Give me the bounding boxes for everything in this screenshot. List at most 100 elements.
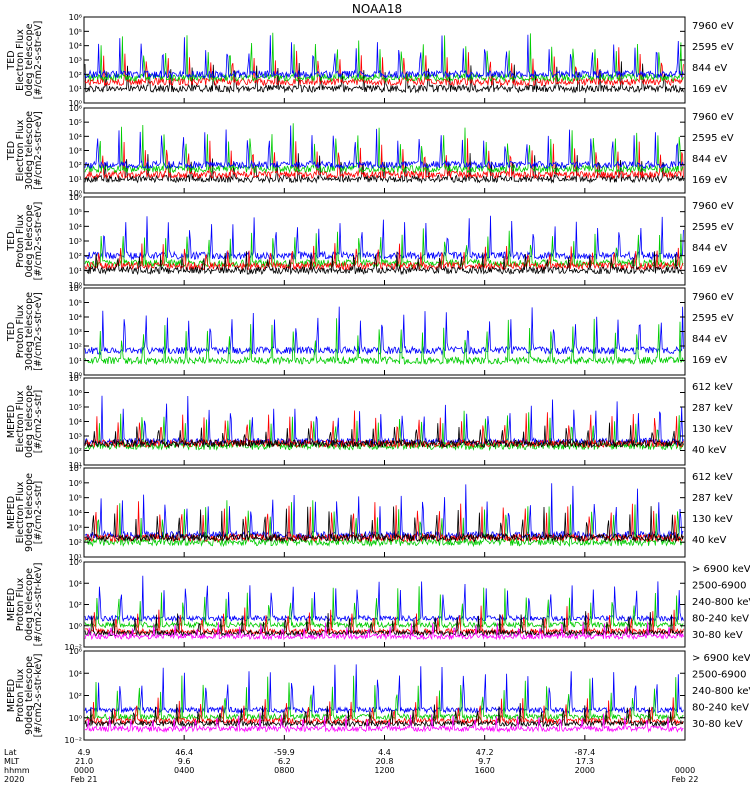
series-line-2595-ev: [84, 243, 684, 272]
legend-entry: 2595 eV: [692, 313, 734, 324]
legend-entry: 612 keV: [692, 382, 733, 393]
y-tick-label: 10²: [69, 692, 82, 701]
series-line-130-kev: [84, 410, 684, 452]
mlt-value: 17.3: [576, 757, 594, 766]
series-line-7960-ev: [85, 251, 684, 276]
y-axis-label: Electron Flux: [15, 481, 26, 543]
legend-entry: 80-240 keV: [692, 614, 749, 625]
y-tick-label: 10⁵: [69, 118, 82, 127]
hhmm-value: 0400: [174, 766, 194, 775]
y-tick-label: 10²: [69, 601, 82, 610]
legend-entry: 2595 eV: [692, 222, 734, 233]
axis-row-label: 2020: [4, 775, 24, 784]
plot-frame: [83, 650, 686, 741]
series-line-169-ev: [84, 215, 684, 261]
y-tick-label: 10⁵: [69, 494, 82, 503]
mlt-value: 6.2: [278, 757, 291, 766]
hhmm-value: 1200: [374, 766, 394, 775]
y-tick-label: 10²: [69, 161, 82, 170]
mlt-value: 20.8: [376, 757, 394, 766]
y-tick-label: 10⁴: [69, 132, 82, 141]
y-tick-label: 10⁶: [69, 104, 82, 113]
y-tick-label: 10²: [69, 447, 82, 456]
y-tick-label: 10⁵: [69, 27, 82, 36]
y-tick-label: 10⁴: [69, 669, 82, 678]
y-axis-label: Electron Flux: [15, 29, 26, 91]
y-axis-label: Proton Flux: [15, 577, 26, 631]
y-axis-label: TED: [6, 50, 17, 70]
date-value: Feb 21: [71, 775, 98, 784]
y-axis-label: MEPED: [6, 405, 17, 438]
lat-value: 4.9: [78, 748, 91, 757]
series-line-2595-ev: [84, 47, 684, 87]
legend-entry: 30-80 keV: [692, 719, 743, 730]
y-axis-label: Electron Flux: [15, 119, 26, 181]
y-axis-label: [#/cm2-s-str]: [33, 390, 44, 453]
legend-entry: 844 eV: [692, 63, 727, 74]
y-tick-label: 10⁴: [69, 509, 82, 518]
y-tick-label: 10⁴: [69, 222, 82, 231]
series-line-6900-kev: [84, 712, 684, 734]
y-tick-label: 10⁵: [69, 299, 82, 308]
y-tick-label: 10¹: [69, 553, 82, 562]
y-axis-label: [#/cm2-s-str-keV]: [33, 563, 44, 647]
series-line-30-80-kev: [84, 575, 684, 623]
y-tick-label: 10⁴: [69, 42, 82, 51]
y-axis-label: Proton Flux: [15, 304, 26, 358]
series-line-30-80-kev: [84, 664, 684, 715]
series-line-6900-kev: [84, 621, 684, 641]
legend-entry: 169 eV: [692, 84, 727, 95]
y-tick-label: 10⁶: [69, 193, 82, 202]
legend-entry: 30-80 keV: [692, 630, 743, 641]
lat-value: 47.2: [476, 748, 494, 757]
y-axis-label: 0deg telescope: [24, 385, 35, 458]
hhmm-value: 0000: [675, 766, 695, 775]
axis-row-label: hhmm: [4, 766, 30, 775]
y-tick-label: 10⁴: [69, 418, 82, 427]
y-axis-label: Electron Flux: [15, 390, 26, 452]
legend-entry: 240-800 keV: [692, 597, 750, 608]
y-axis-label: [#/cm2-s-str-eV]: [33, 111, 44, 190]
lat-value: 4.4: [378, 748, 391, 757]
y-tick-label: 10⁻²: [64, 643, 82, 652]
legend-entry: 169 eV: [692, 264, 727, 275]
hhmm-value: 0000: [74, 766, 94, 775]
legend-entry: 130 keV: [692, 514, 733, 525]
series-line-169-ev: [84, 125, 684, 170]
y-axis-label: 0deg telescope: [24, 568, 35, 641]
y-axis-label: 30deg telescope: [24, 292, 35, 371]
y-tick-label: 10⁰: [69, 281, 82, 290]
y-axis-label: [#/cm2-s-str-eV]: [33, 21, 44, 100]
legend-entry: 612 keV: [692, 472, 733, 483]
series-line-612-kev: [84, 506, 684, 543]
y-tick-label: 10⁶: [69, 284, 82, 293]
y-axis-label: 90deg telescope: [24, 656, 35, 735]
legend-entry: 287 keV: [692, 493, 733, 504]
legend-entry: 169 eV: [692, 175, 727, 186]
y-tick-label: 10⁰: [69, 622, 82, 631]
legend-entry: 130 keV: [692, 424, 733, 435]
y-tick-label: 10⁰: [69, 189, 82, 198]
legend-entry: > 6900 keV: [692, 564, 750, 575]
y-axis-label: MEPED: [6, 588, 17, 621]
legend-entry: > 6900 keV: [692, 653, 750, 664]
y-tick-label: 10¹: [69, 85, 82, 94]
mlt-value: 9.6: [178, 757, 191, 766]
legend-entry: 287 keV: [692, 403, 733, 414]
y-tick-label: 10³: [69, 56, 82, 65]
hhmm-value: 1600: [474, 766, 494, 775]
y-tick-label: 10²: [69, 70, 82, 79]
y-tick-label: 10⁶: [69, 13, 82, 22]
y-axis-label: TED: [6, 231, 17, 251]
series-line-2500-6900: [84, 703, 684, 728]
y-axis-label: Proton Flux: [15, 214, 26, 268]
legend-entry: 7960 eV: [692, 21, 734, 32]
